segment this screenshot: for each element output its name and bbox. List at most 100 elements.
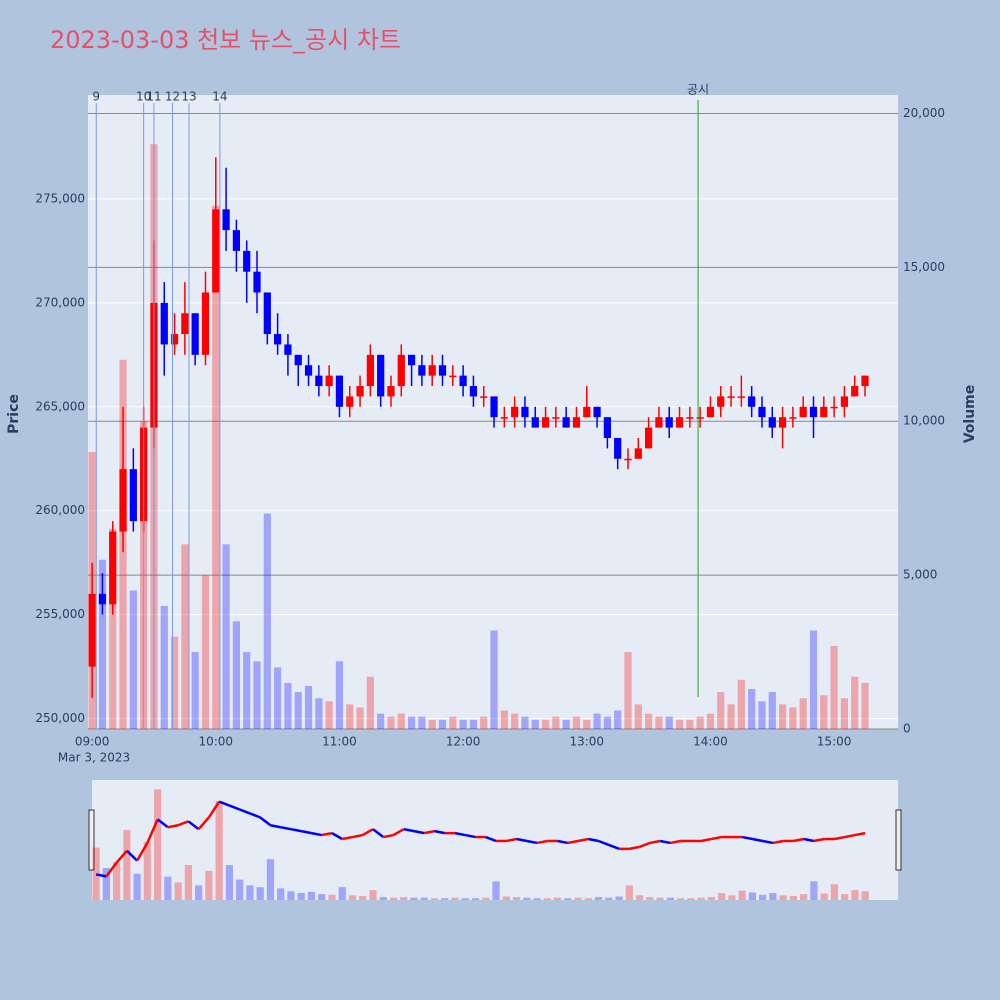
candle-body [109, 531, 117, 605]
candle-body [160, 302, 168, 345]
mini-price-segment [567, 839, 579, 845]
mini-price-segment [382, 833, 394, 839]
candle-body [748, 396, 756, 407]
mini-price-segment [228, 804, 241, 811]
mini-price-segment [392, 828, 405, 837]
candle-body [686, 417, 694, 419]
mini-volume-bar [225, 865, 234, 900]
mini-price-segment [434, 829, 445, 835]
range-handle[interactable] [895, 809, 902, 871]
volume-bar [170, 636, 179, 729]
mini-volume-bar [184, 865, 192, 900]
volume-bar [778, 704, 787, 729]
candle-body [366, 354, 374, 387]
mini-price-segment [711, 835, 722, 841]
volume-bar [407, 716, 416, 729]
mini-volume-bar [389, 897, 398, 900]
candle-body [655, 417, 663, 428]
volume-bar [768, 692, 776, 729]
candle-body [212, 209, 220, 293]
candle-body [706, 406, 715, 418]
mini-volume-bar [800, 894, 808, 900]
mini-price-segment [95, 873, 107, 878]
volume-bar [655, 716, 663, 729]
mini-price-segment [270, 824, 281, 829]
mini-price-segment [259, 816, 272, 827]
volume-bar [686, 719, 694, 729]
mini-price-segment [577, 837, 589, 843]
volume-bar [758, 701, 766, 729]
volume-bar [500, 710, 508, 729]
mini-volume-bar [195, 885, 203, 900]
mini-volume-bar [266, 859, 275, 900]
mini-volume-bar [441, 898, 449, 900]
news-label: 9 [92, 90, 100, 104]
candle-body [490, 396, 498, 418]
volume-bar [294, 692, 302, 729]
volume-bar [438, 719, 447, 729]
volume-bar [98, 559, 107, 729]
volume-bar [521, 716, 529, 729]
volume-bar [377, 713, 385, 729]
volume-bar [201, 575, 210, 729]
mini-volume-bar [779, 895, 787, 900]
mini-price-segment [105, 861, 118, 878]
candle-body [675, 417, 684, 428]
mini-volume-bar [113, 862, 121, 900]
mini-volume-bar [451, 897, 459, 900]
mini-price-segment [629, 845, 640, 851]
candle-body [500, 417, 508, 419]
mini-price-segment [485, 835, 497, 843]
volume-bar [449, 716, 457, 729]
news-label: 10 [136, 90, 151, 104]
candle-body [562, 417, 570, 428]
volume-bar [366, 676, 374, 729]
mini-price-segment [813, 837, 825, 843]
mini-price-segment [218, 800, 230, 807]
volume-bar [335, 661, 344, 729]
mini-volume-bar [502, 896, 510, 900]
mini-volume-bar [676, 898, 685, 900]
mini-price-segment [372, 828, 384, 839]
candle-body [696, 417, 704, 419]
mini-price-segment [207, 800, 221, 819]
volume-bar [346, 704, 354, 729]
candle-body [861, 375, 869, 387]
mini-volume-bar [728, 895, 736, 900]
mini-volume-bar [430, 898, 439, 900]
candle-body [480, 396, 488, 398]
candle-body [304, 365, 313, 376]
mini-volume-bar [328, 894, 336, 900]
volume-bar [840, 698, 849, 729]
candle-body [243, 250, 251, 272]
mini-volume-bar [236, 879, 244, 900]
mini-volume-bar [256, 887, 264, 900]
volume-bar [541, 719, 550, 729]
candle-body [274, 334, 282, 345]
volume-bar [562, 719, 570, 729]
mini-volume-bar [789, 895, 798, 900]
volume-bar [232, 621, 241, 729]
candle-body [253, 271, 261, 293]
y2-axis-title: Volume [962, 385, 978, 444]
mini-volume-bar [297, 893, 305, 900]
mini-price-segment [280, 825, 292, 831]
x-tick-label: 10:00 [198, 735, 233, 749]
volume-bar [665, 716, 673, 729]
candle-body [552, 417, 560, 419]
candle-body [541, 417, 550, 428]
y-tick-label: 250,000 [35, 711, 85, 725]
volume-bar [191, 652, 199, 729]
volume-bar [737, 679, 745, 729]
mini-volume-bar [820, 893, 828, 900]
mini-price-segment [670, 839, 681, 845]
candle-body [294, 354, 302, 366]
range-handle[interactable] [88, 809, 95, 871]
volume-bar [624, 652, 632, 729]
y2-tick-label: 5,000 [903, 568, 937, 582]
mini-price-segment [557, 839, 569, 845]
mini-volume-bar [410, 897, 418, 900]
candle-body [181, 313, 189, 335]
mini-volume-bar [615, 896, 623, 900]
volume-bar [480, 716, 488, 729]
